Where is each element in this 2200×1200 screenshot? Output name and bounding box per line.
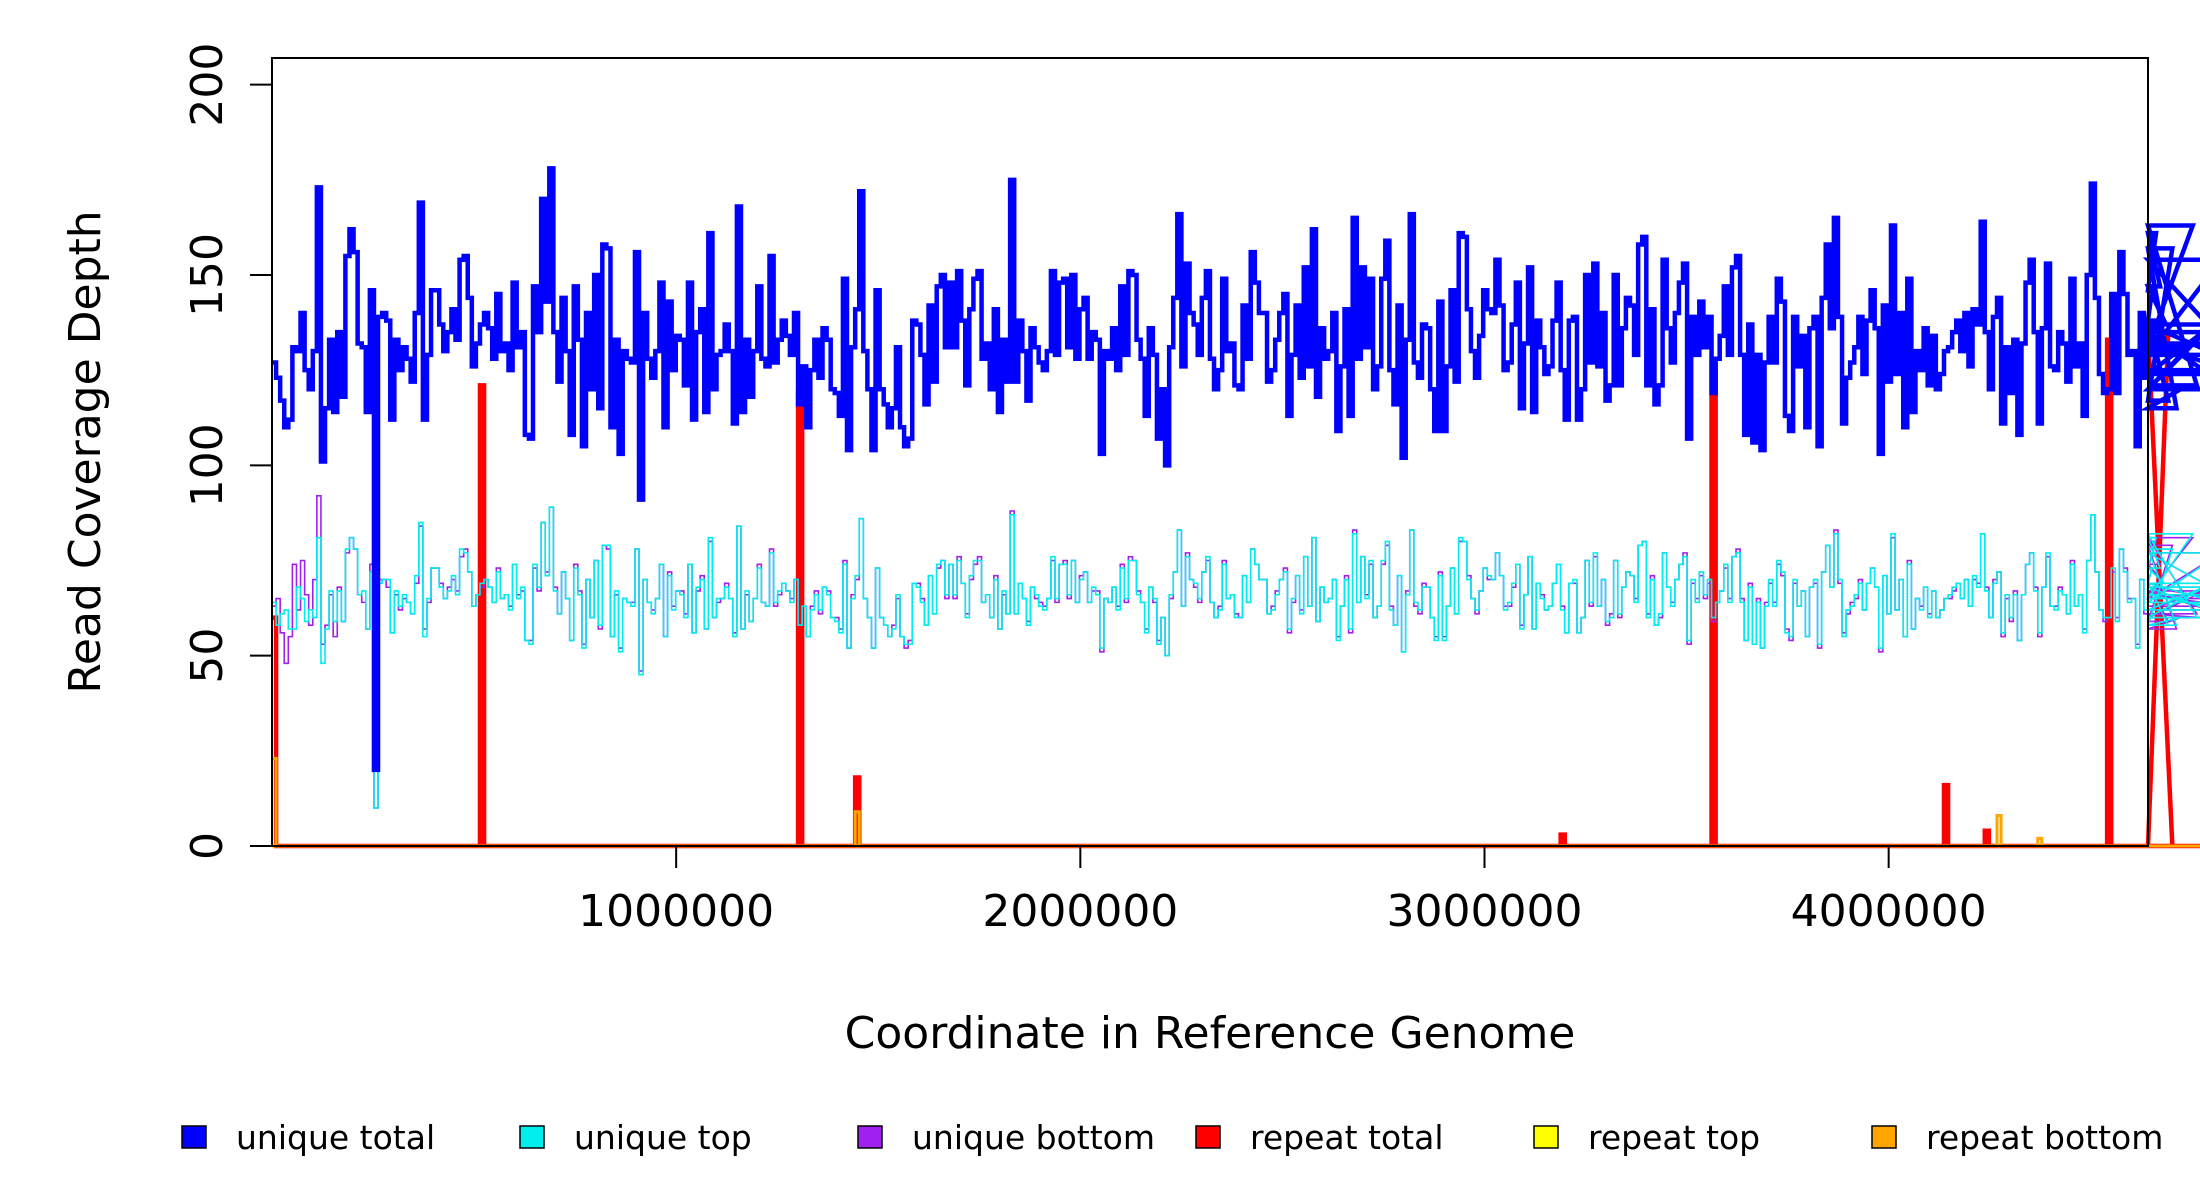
legend-label-repeat-bottom: repeat bottom xyxy=(1926,1118,2163,1157)
series-line-repeat-bottom xyxy=(272,756,2200,848)
x-axis-title: Coordinate in Reference Genome xyxy=(845,1008,1576,1059)
legend: unique total unique top unique bottom repea… xyxy=(181,1118,2163,1157)
y-tick-label: 150 xyxy=(182,233,233,317)
x-tick-label: 3000000 xyxy=(1387,886,1583,937)
legend-label-unique-top: unique top xyxy=(574,1118,752,1157)
x-tick-label: 2000000 xyxy=(982,886,1178,937)
legend-label-repeat-top: repeat top xyxy=(1588,1118,1760,1157)
legend-swatch-unique-bottom xyxy=(857,1125,883,1149)
legend-swatch-repeat-top xyxy=(1533,1125,1559,1149)
legend-swatch-unique-total xyxy=(181,1125,207,1149)
x-tick-label: 4000000 xyxy=(1791,886,1987,937)
y-tick-label: 50 xyxy=(182,628,233,684)
x-axis: 1000000 2000000 3000000 4000000 xyxy=(272,845,2148,937)
y-tick-label: 100 xyxy=(182,423,233,507)
legend-swatch-repeat-total xyxy=(1195,1125,1221,1149)
legend-label-unique-bottom: unique bottom xyxy=(912,1118,1155,1157)
series-line-unique-bottom xyxy=(272,494,2200,809)
legend-label-unique-total: unique total xyxy=(236,1118,435,1157)
legend-label-repeat-total: repeat total xyxy=(1250,1118,1444,1157)
series-layer xyxy=(272,166,2200,849)
y-tick-label: 0 xyxy=(182,832,233,860)
series-line-unique-total xyxy=(272,166,2200,773)
y-axis-title: Read Coverage Depth xyxy=(60,210,111,693)
x-tick-label: 1000000 xyxy=(578,886,774,937)
legend-swatch-repeat-bottom xyxy=(1871,1125,1897,1149)
legend-swatch-unique-top xyxy=(519,1125,545,1149)
series-line-unique-top xyxy=(272,506,2200,809)
y-tick-label: 200 xyxy=(182,43,233,127)
y-axis: 0 50 100 150 200 xyxy=(182,43,273,860)
